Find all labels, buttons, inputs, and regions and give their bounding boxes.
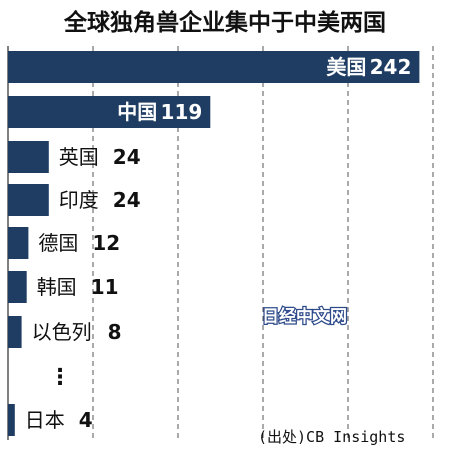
value-label: 4 [79,408,93,432]
bars: 美国 242 中国 119 英国 24 印度 24 德国 12 韩国 11 以色列 8 日本 4 [8,51,420,436]
category-label: 以色列 [32,320,92,344]
value-label: 24 [113,145,141,169]
category-label: 美国 [326,55,366,79]
category-label: 中国 [117,100,157,124]
value-label: 11 [91,275,119,299]
value-label: 119 [161,100,203,124]
bar [8,51,420,83]
bar [8,184,49,216]
bar [8,96,211,128]
category-label: 德国 [38,231,78,255]
source-note: (出处)CB Insights [258,428,405,446]
category-label: 日本 [25,408,65,432]
bar [8,141,49,173]
watermark-text: 日经中文网 [262,306,347,327]
bar [8,271,27,303]
bar [8,404,15,436]
value-label: 12 [92,231,120,255]
chart-title: 全球独角兽企业集中于中美两国 [63,9,386,36]
category-label: 韩国 [37,275,77,299]
value-label: 24 [113,188,141,212]
omitted-countries-ellipsis: ⋮ [49,365,71,390]
value-label: 242 [370,55,412,79]
bar [8,316,22,348]
value-label: 8 [108,320,122,344]
category-label: 印度 [59,188,99,212]
bar [8,227,29,259]
category-label: 英国 [59,145,99,169]
